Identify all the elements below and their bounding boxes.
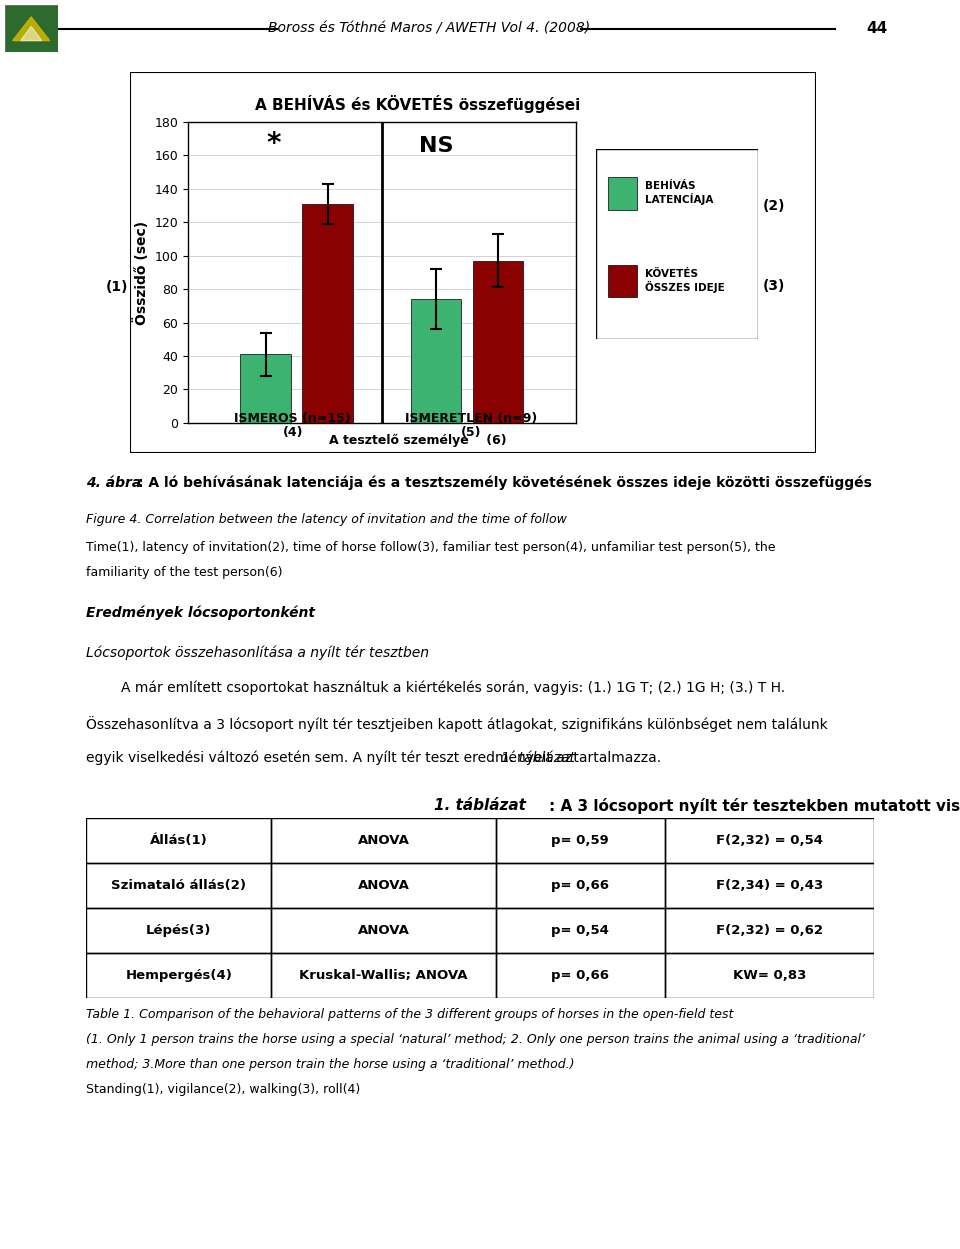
- Text: ANOVA: ANOVA: [358, 924, 410, 937]
- Text: ISMEROS (n=15): ISMEROS (n=15): [234, 412, 351, 425]
- Text: p= 0,59: p= 0,59: [551, 834, 610, 847]
- Text: F(2,32) = 0,54: F(2,32) = 0,54: [716, 834, 823, 847]
- Text: BEHÍVÁS
LATENCÍAJA: BEHÍVÁS LATENCÍAJA: [645, 181, 713, 205]
- Bar: [86, 908, 272, 953]
- Bar: [272, 818, 495, 863]
- Text: ANOVA: ANOVA: [358, 834, 410, 847]
- Text: Standing(1), vigilance(2), walking(3), roll(4): Standing(1), vigilance(2), walking(3), r…: [86, 1083, 361, 1095]
- Text: 4. ábra: 4. ábra: [86, 476, 142, 490]
- Text: : A 3 lócsoport nyílt tér tesztekben mutatott viselkedésének összehasonlítása: : A 3 lócsoport nyílt tér tesztekben mut…: [549, 798, 960, 814]
- Text: Table 1. Comparison of the behavioral patterns of the 3 different groups of hors: Table 1. Comparison of the behavioral pa…: [86, 1008, 733, 1020]
- Text: (5): (5): [461, 426, 481, 440]
- Bar: [495, 863, 665, 908]
- Text: Szimataló állás(2): Szimataló állás(2): [111, 879, 247, 892]
- Text: familiarity of the test person(6): familiarity of the test person(6): [86, 566, 283, 578]
- Text: Boross és Tóthné Maros / AWETH Vol 4. (2008): Boross és Tóthné Maros / AWETH Vol 4. (2…: [268, 21, 590, 36]
- Text: A tesztelő személye    (6): A tesztelő személye (6): [329, 433, 507, 447]
- Bar: [86, 953, 272, 998]
- Text: ANOVA: ANOVA: [358, 879, 410, 892]
- Text: : A ló behívásának latenciája és a tesztszemély követésének összes ideje közötti: : A ló behívásának latenciája és a teszt…: [138, 476, 872, 491]
- Text: A már említett csoportokat használtuk a kiértékelés során, vagyis: (1.) 1G T; (2: A már említett csoportokat használtuk a …: [86, 681, 785, 696]
- Text: p= 0,66: p= 0,66: [551, 879, 610, 892]
- Bar: [665, 863, 874, 908]
- Polygon shape: [21, 26, 41, 41]
- Text: NS: NS: [419, 136, 453, 156]
- Bar: [608, 177, 636, 210]
- Bar: [608, 265, 636, 297]
- Bar: [272, 953, 495, 998]
- Text: 44: 44: [867, 21, 888, 36]
- Bar: [665, 818, 874, 863]
- Bar: [86, 818, 272, 863]
- Text: KÖVETÉS
ÖSSZES IDEJE: KÖVETÉS ÖSSZES IDEJE: [645, 269, 725, 294]
- Y-axis label: Összidő (sec): Összidő (sec): [133, 220, 149, 325]
- Text: Összehasonlítva a 3 lócsoport nyílt tér tesztjeiben kapott átlagokat, szignifiká: Összehasonlítva a 3 lócsoport nyílt tér …: [86, 716, 828, 732]
- Text: p= 0,54: p= 0,54: [551, 924, 610, 937]
- Bar: [272, 908, 495, 953]
- Bar: [495, 908, 665, 953]
- Bar: [86, 863, 272, 908]
- Text: egyik viselkedési változó esetén sem. A nyílt tér teszt eredményeit az: egyik viselkedési változó esetén sem. A …: [86, 751, 577, 766]
- Polygon shape: [12, 17, 50, 41]
- Text: (2): (2): [762, 199, 785, 212]
- Text: F(2,32) = 0,62: F(2,32) = 0,62: [716, 924, 823, 937]
- Text: ISMERETLEN (n=9): ISMERETLEN (n=9): [405, 412, 538, 425]
- Bar: [272, 863, 495, 908]
- Text: 1. táblázat: 1. táblázat: [501, 751, 575, 764]
- Text: (1): (1): [106, 281, 128, 295]
- Text: (4): (4): [282, 426, 303, 440]
- Text: F(2,34) = 0,43: F(2,34) = 0,43: [715, 879, 823, 892]
- Bar: [302, 204, 352, 423]
- Text: KW= 0,83: KW= 0,83: [732, 969, 806, 982]
- Bar: [495, 953, 665, 998]
- Text: (3): (3): [762, 279, 785, 292]
- Text: Figure 4. Correlation between the latency of invitation and the time of follow: Figure 4. Correlation between the latenc…: [86, 513, 567, 526]
- Text: Lépés(3): Lépés(3): [146, 924, 211, 937]
- Text: method; 3.More than one person train the horse using a ‘traditional’ method.): method; 3.More than one person train the…: [86, 1058, 575, 1070]
- Text: tartalmazza.: tartalmazza.: [569, 751, 661, 764]
- Bar: [240, 355, 291, 423]
- Bar: [473, 261, 523, 423]
- Text: 1. táblázat: 1. táblázat: [434, 798, 526, 813]
- Text: *: *: [266, 130, 280, 159]
- Text: p= 0,66: p= 0,66: [551, 969, 610, 982]
- Text: Eredmények lócsoportonként: Eredmények lócsoportonként: [86, 606, 316, 621]
- Text: Lócsoportok összehasonlítása a nyílt tér tesztben: Lócsoportok összehasonlítása a nyílt tér…: [86, 646, 429, 661]
- Bar: [665, 908, 874, 953]
- Text: A BEHÍVÁS és KÖVETÉS összefüggései: A BEHÍVÁS és KÖVETÉS összefüggései: [255, 95, 581, 114]
- Bar: [495, 818, 665, 863]
- Bar: [411, 300, 462, 423]
- Text: Hempergés(4): Hempergés(4): [126, 969, 232, 982]
- Text: Time(1), latency of invitation(2), time of horse follow(3), familiar test person: Time(1), latency of invitation(2), time …: [86, 541, 776, 553]
- Bar: [665, 953, 874, 998]
- Text: Kruskal-Wallis; ANOVA: Kruskal-Wallis; ANOVA: [300, 969, 468, 982]
- Text: (1. Only 1 person trains the horse using a special ‘natural’ method; 2. Only one: (1. Only 1 person trains the horse using…: [86, 1033, 865, 1045]
- Text: Állás(1): Állás(1): [150, 834, 207, 847]
